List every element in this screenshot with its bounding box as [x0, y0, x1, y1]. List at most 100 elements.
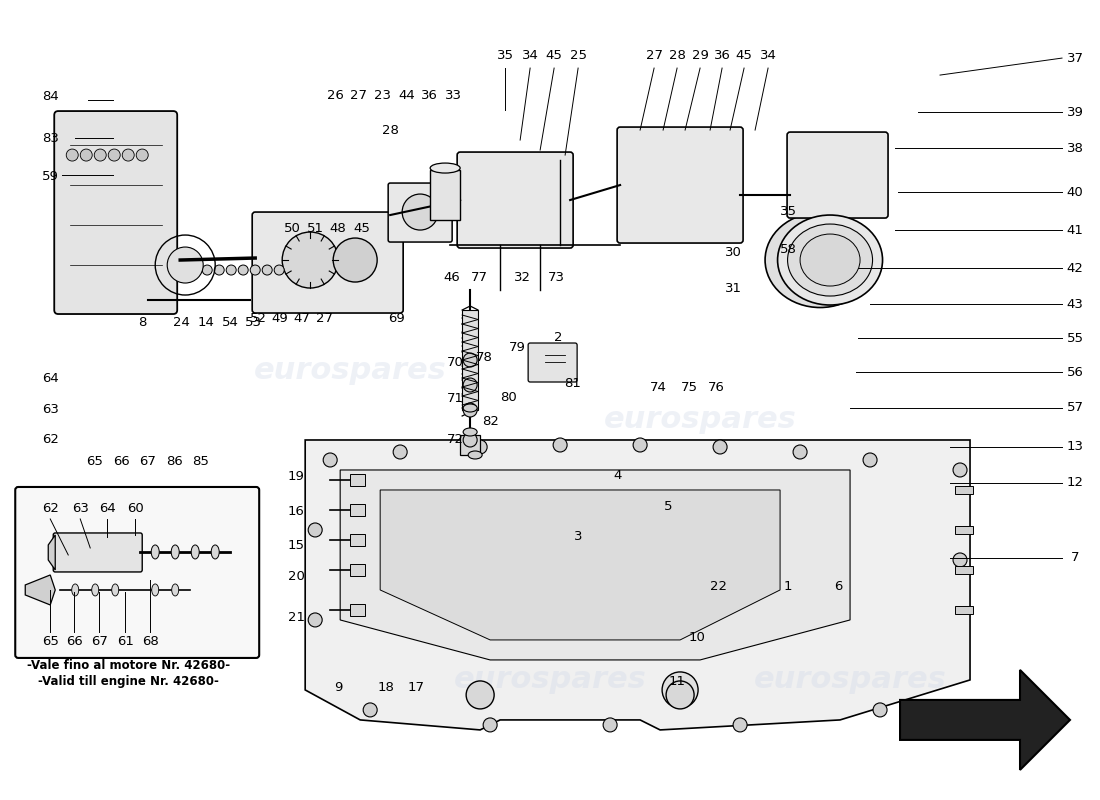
Text: 62: 62 — [42, 434, 58, 446]
Text: 7: 7 — [1070, 551, 1079, 565]
Bar — [955, 566, 974, 574]
Circle shape — [463, 353, 477, 367]
Text: 27: 27 — [350, 89, 366, 102]
Text: 83: 83 — [42, 131, 58, 145]
Ellipse shape — [780, 225, 860, 295]
Text: 30: 30 — [725, 246, 741, 258]
Text: 33: 33 — [444, 89, 462, 102]
Text: 25: 25 — [570, 49, 586, 62]
FancyBboxPatch shape — [388, 183, 452, 242]
Ellipse shape — [430, 163, 460, 173]
Text: 11: 11 — [669, 675, 685, 689]
Text: 45: 45 — [736, 49, 752, 62]
Text: 43: 43 — [1067, 298, 1084, 310]
Circle shape — [363, 703, 377, 717]
Text: 53: 53 — [244, 315, 262, 329]
Polygon shape — [340, 470, 850, 660]
Bar — [350, 534, 365, 546]
Text: 68: 68 — [142, 635, 158, 649]
Text: 20: 20 — [288, 570, 305, 583]
Text: 41: 41 — [1067, 223, 1084, 237]
Text: 55: 55 — [1067, 331, 1084, 345]
Text: 26: 26 — [327, 89, 343, 102]
Circle shape — [308, 523, 322, 537]
Text: 14: 14 — [198, 315, 214, 329]
Text: 40: 40 — [1067, 186, 1084, 198]
Text: 69: 69 — [388, 311, 405, 325]
Text: 46: 46 — [443, 270, 461, 283]
FancyBboxPatch shape — [252, 212, 404, 313]
Circle shape — [403, 194, 438, 230]
Text: 12: 12 — [1067, 477, 1084, 490]
Ellipse shape — [112, 584, 119, 596]
Ellipse shape — [91, 584, 99, 596]
Bar — [430, 170, 460, 220]
Text: -Vale fino al motore Nr. 42680-: -Vale fino al motore Nr. 42680- — [26, 659, 230, 673]
Circle shape — [108, 149, 120, 161]
Text: 34: 34 — [521, 49, 539, 62]
Text: 17: 17 — [408, 682, 425, 694]
Circle shape — [80, 149, 92, 161]
Circle shape — [634, 438, 647, 452]
Circle shape — [483, 718, 497, 732]
Text: 50: 50 — [284, 222, 300, 234]
Text: 67: 67 — [91, 635, 108, 649]
Text: 85: 85 — [191, 455, 209, 469]
Circle shape — [873, 703, 887, 717]
Bar — [955, 526, 974, 534]
Text: -Valid till engine Nr. 42680-: -Valid till engine Nr. 42680- — [37, 675, 219, 689]
Text: 45: 45 — [546, 49, 562, 62]
Text: 32: 32 — [514, 270, 530, 283]
Circle shape — [333, 238, 377, 282]
Text: 48: 48 — [330, 222, 346, 234]
Circle shape — [122, 149, 134, 161]
Text: 21: 21 — [288, 611, 305, 625]
Ellipse shape — [766, 213, 876, 307]
Circle shape — [250, 265, 261, 275]
Polygon shape — [900, 670, 1070, 770]
Ellipse shape — [463, 404, 477, 412]
Text: 36: 36 — [420, 89, 438, 102]
Text: 36: 36 — [714, 49, 730, 62]
Circle shape — [466, 681, 494, 709]
Text: 31: 31 — [725, 282, 741, 294]
Circle shape — [95, 149, 107, 161]
Text: 67: 67 — [139, 455, 156, 469]
Text: eurospares: eurospares — [604, 406, 796, 434]
Text: 15: 15 — [288, 539, 305, 553]
FancyBboxPatch shape — [617, 127, 744, 243]
Bar — [350, 604, 365, 616]
Polygon shape — [381, 490, 780, 640]
Text: 35: 35 — [496, 49, 514, 62]
Ellipse shape — [211, 545, 219, 559]
Ellipse shape — [172, 584, 178, 596]
Text: 49: 49 — [272, 311, 288, 325]
Text: 4: 4 — [613, 470, 621, 482]
Circle shape — [953, 463, 967, 477]
Circle shape — [239, 265, 249, 275]
Text: 76: 76 — [707, 381, 725, 394]
Text: 27: 27 — [316, 311, 332, 325]
Text: 28: 28 — [382, 123, 398, 137]
Text: 58: 58 — [780, 242, 796, 255]
Text: 77: 77 — [471, 270, 487, 283]
Circle shape — [393, 445, 407, 459]
Text: 39: 39 — [1067, 106, 1084, 118]
Text: 82: 82 — [482, 415, 498, 429]
Circle shape — [66, 149, 78, 161]
Ellipse shape — [778, 215, 882, 305]
Circle shape — [463, 378, 477, 392]
Text: 64: 64 — [42, 371, 58, 385]
Circle shape — [214, 265, 224, 275]
Polygon shape — [48, 535, 55, 570]
Text: 80: 80 — [499, 390, 517, 403]
Ellipse shape — [469, 451, 482, 459]
Text: 37: 37 — [1067, 51, 1084, 65]
Ellipse shape — [151, 545, 160, 559]
Text: eurospares: eurospares — [754, 666, 946, 694]
Text: 63: 63 — [72, 502, 89, 515]
Circle shape — [262, 265, 272, 275]
Bar — [350, 564, 365, 576]
Text: 54: 54 — [222, 315, 239, 329]
Text: 81: 81 — [563, 377, 581, 390]
